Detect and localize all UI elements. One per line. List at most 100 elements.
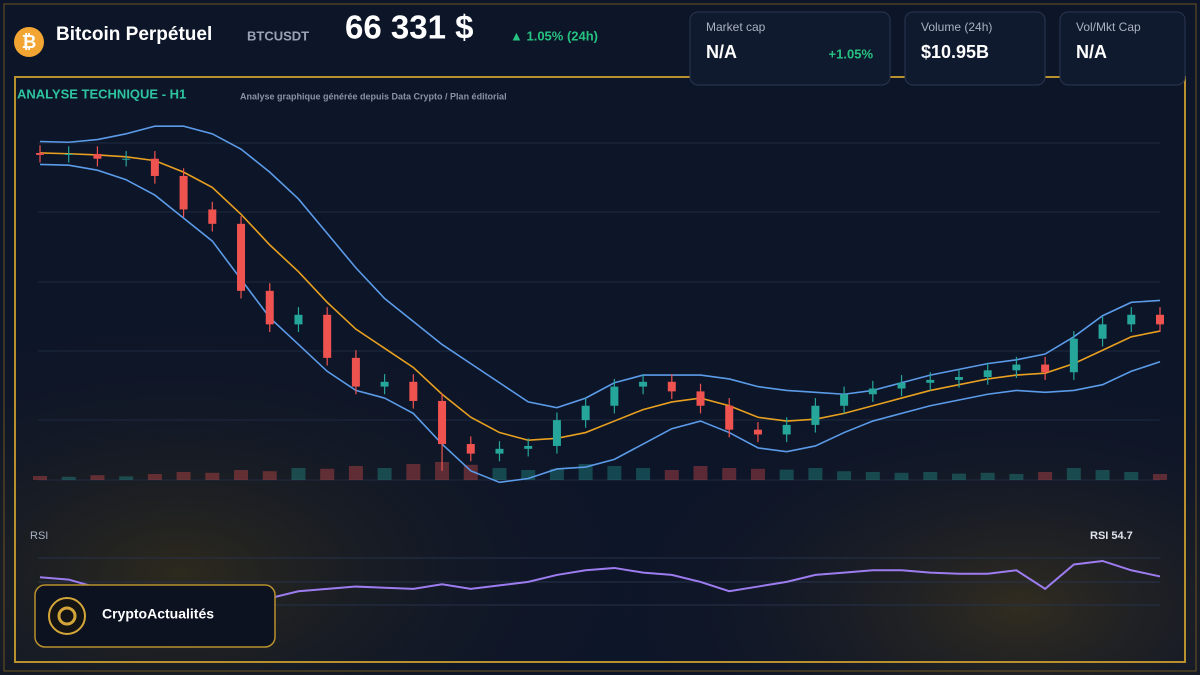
volume-bar xyxy=(923,472,938,480)
card-extra: +1.05% xyxy=(829,46,874,61)
coin-glyph: ₿ xyxy=(22,32,37,52)
volume-bar xyxy=(406,464,421,480)
volume-bar xyxy=(119,476,134,480)
volume-bar xyxy=(779,469,794,480)
volume-bar xyxy=(234,470,249,480)
volume-bar xyxy=(636,468,651,480)
candle-body xyxy=(150,158,159,176)
volume-bar xyxy=(1124,472,1139,480)
candle-body xyxy=(639,381,648,387)
candle-body xyxy=(581,405,590,421)
volume-bar xyxy=(33,476,47,480)
card-label: Volume (24h) xyxy=(921,20,992,34)
candle-body xyxy=(409,381,418,401)
candle-body xyxy=(782,424,791,435)
frame-outer xyxy=(3,3,1197,672)
brand-icon xyxy=(57,606,77,626)
volume-bar xyxy=(722,468,737,480)
candle-body xyxy=(840,394,849,406)
volume-bar xyxy=(1066,468,1081,480)
candle-body xyxy=(725,405,734,430)
grid xyxy=(38,142,1160,481)
candle-body xyxy=(1156,314,1164,325)
volume-bar xyxy=(1038,472,1053,480)
volume-bar xyxy=(435,462,450,480)
volume-bar xyxy=(90,475,105,480)
volume-bar xyxy=(607,466,622,480)
volume-bar xyxy=(262,471,277,480)
volume-bar xyxy=(980,472,995,480)
symbol: BTCUSDT xyxy=(247,28,309,43)
volume-bar xyxy=(549,468,564,480)
candle-body xyxy=(93,153,102,159)
candle-body xyxy=(524,445,533,449)
change: ▲ 1.05% (24h) xyxy=(510,28,598,43)
candle-body xyxy=(753,429,762,435)
candle-body xyxy=(179,175,188,210)
candle-body xyxy=(897,382,906,389)
candle-body xyxy=(1012,364,1021,371)
brand: CryptoActualités xyxy=(34,584,276,648)
candle-body xyxy=(1127,314,1136,325)
panel-title: ANALYSE TECHNIQUE - H1 xyxy=(17,86,186,101)
volume-bar xyxy=(176,472,191,480)
card xyxy=(1059,11,1186,86)
volume-bar xyxy=(951,473,966,480)
candle-body xyxy=(294,314,303,325)
volume-bar xyxy=(1153,474,1167,480)
candle-body xyxy=(495,448,504,454)
volume-bar xyxy=(147,474,162,480)
candle-body xyxy=(983,370,992,378)
candle-body xyxy=(667,381,676,392)
candle-body xyxy=(64,153,73,155)
card-value: N/A xyxy=(1076,42,1107,62)
volume-bar xyxy=(693,466,708,480)
volume-bar xyxy=(320,468,335,480)
frame xyxy=(14,76,1186,663)
candle-body xyxy=(237,223,246,291)
candle-body xyxy=(351,357,360,387)
candle-body xyxy=(1041,364,1050,373)
plot xyxy=(33,125,1167,607)
volume-bar xyxy=(664,470,679,480)
candle-body xyxy=(610,386,619,406)
volume-bar xyxy=(291,468,306,480)
brand-box xyxy=(34,584,276,648)
candle-body xyxy=(265,290,274,325)
indicator-line xyxy=(39,152,1161,442)
candle-body xyxy=(208,209,217,224)
volume-bar xyxy=(205,472,220,480)
volume-bar xyxy=(521,470,536,480)
candle-body xyxy=(380,381,389,387)
rsi-title: RSI xyxy=(30,530,48,542)
card xyxy=(904,11,1046,86)
title: Bitcoin Perpétuel xyxy=(56,24,212,45)
candle-body xyxy=(926,379,935,383)
volume-bar xyxy=(492,468,507,480)
volume-bar xyxy=(1009,474,1024,480)
candle-body xyxy=(552,420,561,446)
candle-body xyxy=(868,388,877,395)
volume-bar xyxy=(837,471,852,480)
card-label: Market cap xyxy=(706,20,766,34)
candle-body xyxy=(438,400,447,445)
volume-bar xyxy=(865,472,880,480)
card xyxy=(689,11,891,86)
price: 66 331 $ xyxy=(345,9,473,46)
candle-body xyxy=(466,444,475,454)
coin-icon xyxy=(14,27,44,57)
brand-icon xyxy=(48,597,86,635)
volume-bar xyxy=(61,476,76,480)
volume-bar xyxy=(1095,470,1110,480)
card-value: N/A xyxy=(706,42,737,62)
candle-body xyxy=(954,377,963,380)
indicator-line xyxy=(39,125,1161,409)
candle-body xyxy=(811,405,820,425)
card-value: $10.95B xyxy=(921,42,989,62)
candle-body xyxy=(122,158,131,160)
candle-body xyxy=(696,391,705,406)
candle-body xyxy=(1069,338,1078,373)
volume-bar xyxy=(377,468,392,480)
